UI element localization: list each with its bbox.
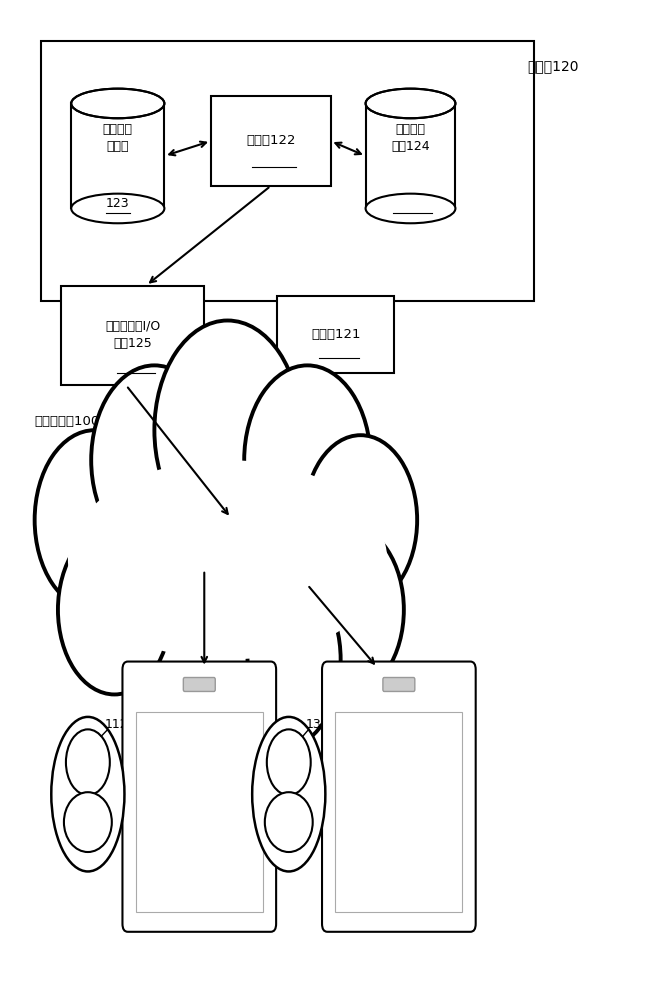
Ellipse shape: [71, 194, 164, 223]
Text: 第一终端
110: 第一终端 110: [183, 729, 215, 759]
Text: 112: 112: [104, 718, 128, 731]
FancyBboxPatch shape: [136, 822, 263, 912]
Ellipse shape: [68, 460, 387, 660]
FancyBboxPatch shape: [183, 678, 215, 691]
Text: 面向用户的I/O
接口125: 面向用户的I/O 接口125: [105, 320, 160, 350]
FancyBboxPatch shape: [61, 286, 204, 385]
Text: 用户帐号
数据库: 用户帐号 数据库: [103, 123, 133, 153]
Circle shape: [92, 365, 218, 555]
Ellipse shape: [253, 717, 325, 871]
Text: 处理器122: 处理器122: [246, 134, 295, 147]
Text: 计算机系统100: 计算机系统100: [35, 415, 100, 428]
Ellipse shape: [365, 194, 456, 223]
Circle shape: [291, 525, 404, 694]
FancyBboxPatch shape: [136, 712, 263, 912]
Ellipse shape: [64, 792, 112, 852]
Circle shape: [304, 435, 417, 605]
Circle shape: [154, 320, 301, 540]
Bar: [71, 103, 164, 208]
Text: 服务器120: 服务器120: [528, 59, 579, 73]
FancyBboxPatch shape: [335, 822, 462, 912]
Text: 对战服务
模块124: 对战服务 模块124: [391, 123, 430, 153]
Text: 存储器121: 存储器121: [311, 328, 361, 341]
FancyBboxPatch shape: [41, 41, 534, 301]
FancyBboxPatch shape: [322, 662, 476, 932]
Text: 132: 132: [306, 718, 330, 731]
Circle shape: [66, 729, 110, 795]
Ellipse shape: [51, 717, 124, 871]
Ellipse shape: [265, 792, 313, 852]
Circle shape: [221, 570, 341, 749]
Ellipse shape: [71, 89, 164, 118]
Ellipse shape: [365, 89, 456, 118]
FancyBboxPatch shape: [122, 662, 276, 932]
FancyBboxPatch shape: [277, 296, 394, 373]
Circle shape: [267, 729, 311, 795]
Circle shape: [128, 570, 248, 749]
Text: 无线网络或有线网络: 无线网络或有线网络: [230, 613, 305, 627]
Text: 第二终端
130: 第二终端 130: [383, 729, 415, 759]
Circle shape: [244, 365, 371, 555]
Circle shape: [58, 525, 171, 694]
Text: 支持虚拟环境
的应用程序111: 支持虚拟环境 的应用程序111: [170, 852, 228, 882]
Circle shape: [35, 430, 154, 610]
Text: 123: 123: [106, 197, 130, 210]
FancyBboxPatch shape: [383, 678, 415, 691]
FancyBboxPatch shape: [335, 712, 462, 912]
FancyBboxPatch shape: [211, 96, 331, 186]
Text: 支持虚拟环境
的应用程序131: 支持虚拟环境 的应用程序131: [370, 852, 428, 882]
Bar: [365, 103, 456, 208]
